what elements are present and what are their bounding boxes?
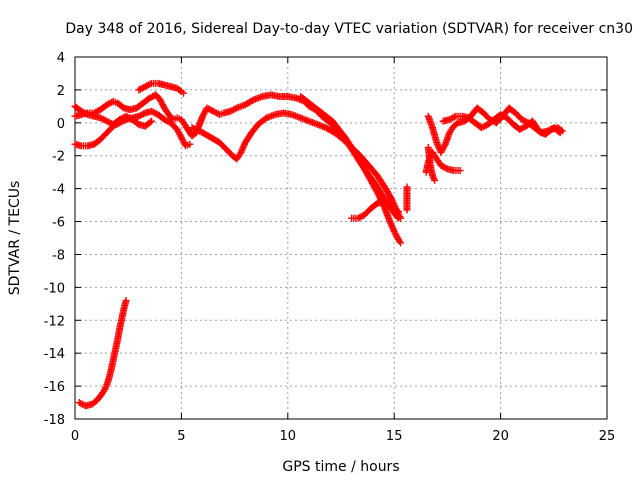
series-trace-h xyxy=(348,198,402,222)
data-point xyxy=(82,110,90,118)
series-trace-m xyxy=(424,144,439,184)
data-point xyxy=(393,207,401,215)
data-point xyxy=(387,195,395,203)
series-trace-g xyxy=(297,92,405,247)
data-point xyxy=(190,124,198,132)
data-point xyxy=(176,86,184,94)
data-point xyxy=(146,118,154,126)
series-trace-k xyxy=(424,104,564,156)
data-point xyxy=(450,113,458,121)
data-point xyxy=(403,206,411,214)
grid-lines xyxy=(75,57,607,419)
data-point xyxy=(188,124,196,132)
y-tick-label: -8 xyxy=(52,248,65,263)
data-point xyxy=(557,126,565,134)
data-point xyxy=(397,214,405,222)
chart-title: Day 348 of 2016, Sidereal Day-to-day VTE… xyxy=(65,21,633,37)
series-trace-d xyxy=(71,102,156,130)
data-points xyxy=(71,79,566,410)
y-tick-label: -4 xyxy=(52,183,65,198)
data-point xyxy=(122,297,130,305)
data-point xyxy=(431,176,439,184)
y-tick-label: -10 xyxy=(44,281,65,296)
data-point xyxy=(394,208,402,216)
x-tick-label: 20 xyxy=(492,429,509,444)
y-axis-title: SDTVAR / TECUs xyxy=(7,181,23,296)
data-point xyxy=(191,125,199,133)
y-tick-label: 0 xyxy=(57,117,65,132)
data-point xyxy=(140,110,148,118)
x-axis-title: GPS time / hours xyxy=(282,459,399,475)
x-tick-label: 5 xyxy=(177,429,185,444)
series-trace-a xyxy=(75,297,130,410)
data-point xyxy=(196,127,204,135)
series-trace-c xyxy=(71,107,194,150)
data-point xyxy=(397,239,405,247)
x-tick-label: 15 xyxy=(386,429,403,444)
y-tick-label: -16 xyxy=(44,380,65,395)
y-tick-label: -18 xyxy=(44,413,65,428)
data-point xyxy=(180,89,188,97)
y-tick-label: 2 xyxy=(57,84,65,99)
y-tick-label: -6 xyxy=(52,216,65,231)
y-tick-label: 4 xyxy=(57,51,65,66)
series-trace-i xyxy=(403,183,411,214)
series-trace-e xyxy=(135,79,188,97)
data-point xyxy=(186,140,194,148)
plot-frame xyxy=(74,56,608,420)
data-point xyxy=(248,97,256,105)
x-tick-label: 0 xyxy=(71,429,79,444)
data-point xyxy=(442,164,450,172)
data-point xyxy=(78,400,86,408)
data-point xyxy=(456,167,464,175)
data-point xyxy=(148,117,156,125)
y-tick-label: -2 xyxy=(52,150,65,165)
y-tick-label: -14 xyxy=(44,347,65,362)
y-tick-label: -12 xyxy=(44,314,65,329)
data-point xyxy=(231,105,239,113)
tick-labels: 0 5 10 15 20 25 -18 -16 -14 -12 -10 -8 -6 -4 -2 0 2 4 xyxy=(44,51,616,444)
data-point xyxy=(193,126,201,134)
data-point xyxy=(429,173,437,181)
x-tick-label: 25 xyxy=(599,429,616,444)
data-point xyxy=(194,127,202,135)
series-trace-l xyxy=(439,111,566,138)
data-point xyxy=(558,127,566,135)
x-tick-label: 10 xyxy=(280,429,297,444)
data-point xyxy=(146,80,154,88)
